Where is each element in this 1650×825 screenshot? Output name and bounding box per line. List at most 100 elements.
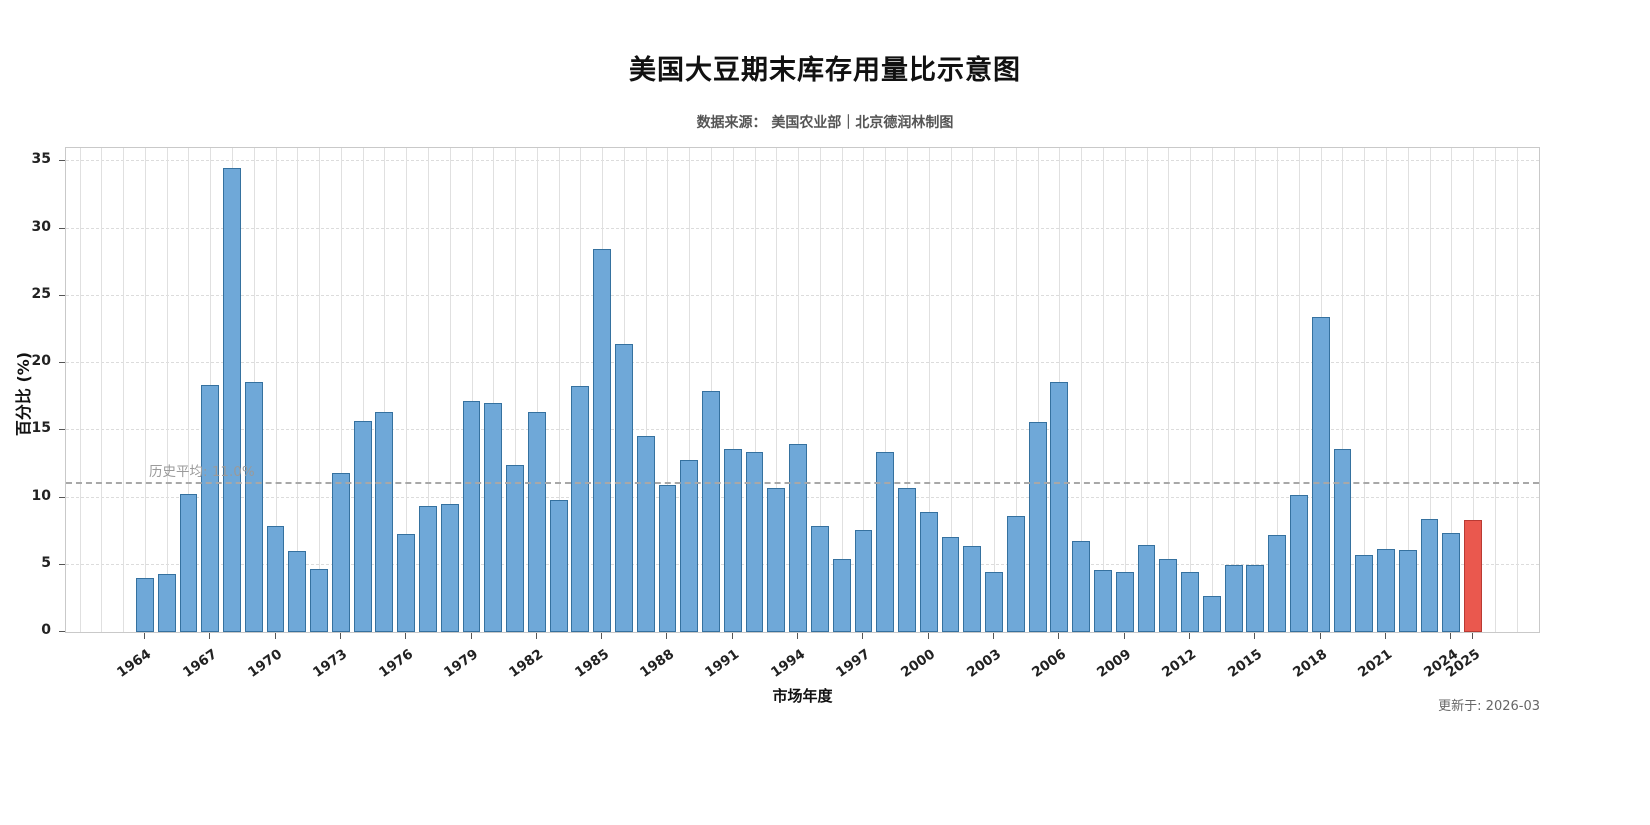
v-gridline	[776, 148, 778, 632]
v-gridline	[144, 148, 146, 632]
v-gridline	[798, 148, 800, 632]
bar-1993	[767, 488, 786, 632]
y-tick-label: 25	[31, 285, 51, 302]
bar-1990	[702, 391, 720, 632]
bar-2008	[1094, 570, 1112, 632]
x-tick-mark	[1189, 633, 1191, 639]
v-gridline	[863, 148, 865, 632]
bar-1996	[832, 559, 851, 632]
plot-area: 历史平均: 11.0%	[65, 147, 1540, 633]
bar-2017	[1289, 494, 1308, 632]
v-gridline	[754, 148, 756, 632]
bar-1975	[375, 411, 394, 632]
bar-1979	[462, 400, 481, 632]
h-gridline	[66, 294, 1539, 296]
y-tick-label: 15	[31, 420, 51, 437]
x-tick-mark	[339, 633, 341, 639]
v-gridline	[667, 148, 669, 632]
bar-1971	[288, 551, 307, 632]
bar-1964	[135, 578, 154, 632]
bar-2025	[1464, 520, 1483, 632]
bar-1976	[397, 533, 416, 632]
bar-2004	[1006, 516, 1025, 632]
v-gridline	[471, 148, 473, 632]
x-tick-mark	[731, 633, 733, 639]
v-gridline	[819, 148, 821, 632]
x-tick-mark	[1123, 633, 1125, 639]
bar-1986	[614, 344, 633, 632]
bar-1989	[680, 459, 699, 632]
bar-2015	[1246, 564, 1265, 632]
h-gridline	[66, 429, 1539, 431]
y-axis-ticks: 0 5 10 15 20 25 30 35	[0, 147, 65, 638]
bar-1981	[506, 465, 524, 632]
bar-2002	[963, 545, 982, 632]
bar-1969	[244, 381, 263, 632]
v-gridline	[297, 148, 299, 632]
bar-1994	[789, 443, 808, 632]
bar-2007	[1072, 540, 1091, 632]
v-gridline	[1298, 148, 1300, 632]
h-gridline	[66, 160, 1539, 162]
v-gridline	[362, 148, 364, 632]
bar-1992	[745, 451, 764, 632]
y-tick-mark	[59, 227, 65, 229]
v-gridline	[1451, 148, 1453, 632]
v-gridline	[1255, 148, 1257, 632]
bar-2003	[985, 571, 1003, 632]
y-tick-label: 5	[41, 554, 51, 571]
v-gridline	[950, 148, 952, 632]
bar-1977	[419, 505, 437, 632]
v-gridline	[994, 148, 996, 632]
bar-2011	[1159, 559, 1178, 632]
bar-1985	[593, 248, 612, 632]
bar-2024	[1442, 532, 1461, 632]
x-tick-mark	[209, 633, 211, 639]
y-tick-mark	[59, 362, 65, 364]
v-gridline	[384, 148, 386, 632]
y-tick-label: 20	[31, 353, 51, 370]
bar-1988	[658, 485, 677, 632]
v-gridline	[1473, 148, 1475, 632]
bar-2012	[1181, 571, 1199, 632]
v-gridline	[188, 148, 190, 632]
v-gridline	[1342, 148, 1344, 632]
bar-1998	[876, 451, 895, 632]
x-tick-mark	[1254, 633, 1256, 639]
v-gridline	[275, 148, 277, 632]
v-gridline	[711, 148, 713, 632]
x-tick-mark	[1058, 633, 1060, 639]
v-gridline	[689, 148, 691, 632]
x-tick-mark	[1450, 633, 1452, 639]
bar-1984	[571, 385, 590, 632]
v-gridline	[645, 148, 647, 632]
v-gridline	[123, 148, 125, 632]
x-tick-mark	[1385, 633, 1387, 639]
x-tick-mark	[1472, 633, 1474, 639]
v-gridline	[1277, 148, 1279, 632]
average-line-label: 历史平均: 11.0%	[149, 464, 255, 481]
v-gridline	[1386, 148, 1388, 632]
y-tick-mark	[59, 429, 65, 431]
bar-1995	[810, 525, 829, 632]
v-gridline	[1081, 148, 1083, 632]
v-gridline	[1364, 148, 1366, 632]
v-gridline	[1516, 148, 1518, 632]
v-gridline	[906, 148, 908, 632]
v-gridline	[1102, 148, 1104, 632]
v-gridline	[166, 148, 168, 632]
h-gridline	[66, 362, 1539, 364]
v-gridline	[1211, 148, 1213, 632]
x-tick-mark	[862, 633, 864, 639]
v-gridline	[732, 148, 734, 632]
x-tick-mark	[405, 633, 407, 639]
average-line	[66, 482, 1539, 485]
v-gridline	[885, 148, 887, 632]
v-gridline	[1233, 148, 1235, 632]
bar-1987	[636, 435, 655, 632]
y-tick-label: 35	[31, 151, 51, 168]
bar-2023	[1420, 519, 1439, 632]
v-gridline	[449, 148, 451, 632]
v-gridline	[841, 148, 843, 632]
x-tick-mark	[927, 633, 929, 639]
